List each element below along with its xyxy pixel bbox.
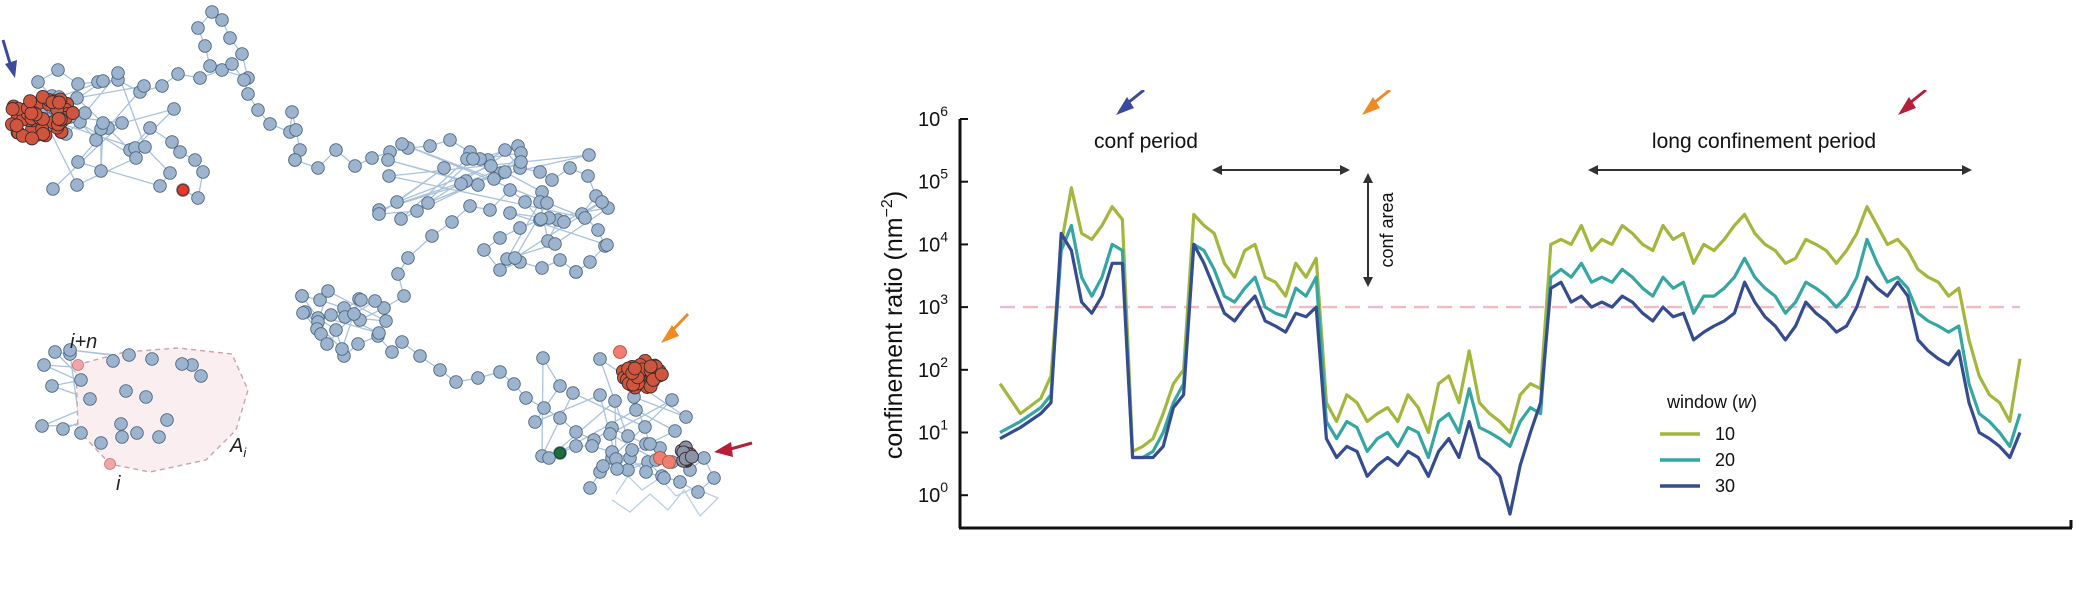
arrow-blue-icon — [1, 39, 17, 78]
trajectory-points — [31, 5, 721, 499]
legend-label-30: 30 — [1715, 476, 1735, 496]
arrow-orange-icon — [1362, 90, 1391, 115]
legend-label-10: 10 — [1715, 424, 1735, 444]
y-tick-label: 101 — [918, 417, 948, 445]
arrow-orange-icon — [661, 312, 690, 343]
hull-inset — [75, 347, 249, 473]
hull-label-area: Ai — [229, 435, 247, 460]
convex-hull-area — [75, 347, 249, 473]
y-tick-label: 106 — [918, 103, 948, 131]
arrow-red-icon — [1898, 90, 1927, 115]
conf-period-annotation: conf period — [1094, 130, 1350, 175]
conf-area-annotation: conf area — [1363, 173, 1397, 287]
trajectory-panel: i+n i Ai — [1, 5, 753, 518]
legend-title: window (w) — [1666, 392, 1757, 412]
conf-period-label: conf period — [1094, 130, 1198, 153]
y-tick-label: 103 — [918, 291, 948, 319]
conf-area-label: conf area — [1377, 191, 1397, 267]
series-layer — [998, 186, 2022, 516]
y-tick-label: 102 — [918, 354, 948, 382]
long-period-annotation: long confinement period — [1588, 130, 1972, 175]
confined-cluster-red — [653, 440, 699, 469]
trajectory-start-marker — [177, 184, 189, 196]
hull-label-start: i — [116, 473, 121, 495]
confined-clusters — [5, 89, 699, 469]
series-line-10 — [998, 186, 2022, 453]
series-line-20 — [999, 223, 2022, 460]
hull-end-point — [72, 359, 84, 371]
y-tick-group: 100 101 102 103 104 105 106 — [918, 103, 968, 507]
confined-cluster-blue — [5, 89, 80, 146]
arrow-red-icon — [714, 441, 753, 457]
hull-label-end: i+n — [70, 331, 97, 353]
legend-label-20: 20 — [1715, 450, 1735, 470]
legend: window (w) 10 20 30 — [1660, 392, 1757, 496]
y-axis-label: confinement ratio (nm−2) — [879, 191, 908, 459]
confinement-chart: 100 101 102 103 104 105 106 confinement ratio … — [879, 90, 2073, 530]
confined-cluster-orange — [613, 345, 669, 395]
series-line-30 — [999, 231, 2022, 516]
y-tick-label: 100 — [918, 479, 948, 507]
hull-start-point — [104, 458, 116, 470]
long-period-label: long confinement period — [1652, 130, 1876, 153]
arrow-blue-icon — [1116, 90, 1145, 115]
trajectory-end-marker — [554, 447, 566, 459]
y-tick-label: 105 — [918, 166, 948, 194]
y-tick-label: 104 — [918, 228, 948, 256]
